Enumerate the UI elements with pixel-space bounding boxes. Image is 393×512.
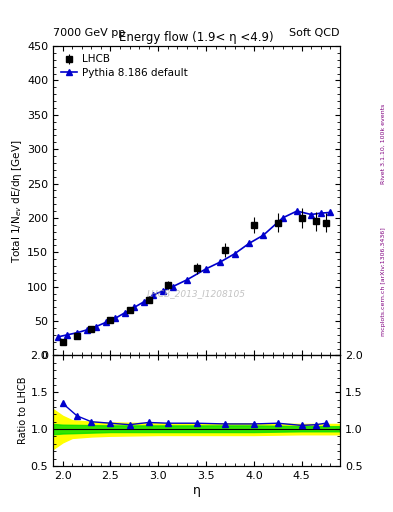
Pythia 8.186 default [84,327,89,333]
Pythia 8.186 default [123,310,127,316]
Text: 7000 GeV pp: 7000 GeV pp [53,28,125,38]
Pythia 8.186 default [295,208,299,214]
Pythia 8.186 default [65,332,70,338]
Pythia 8.186 default [170,284,175,290]
Pythia 8.186 default [318,210,323,216]
Legend: LHCB, Pythia 8.186 default: LHCB, Pythia 8.186 default [58,51,191,81]
Y-axis label: Ratio to LHCB: Ratio to LHCB [18,377,28,444]
Pythia 8.186 default [103,319,108,326]
Text: Rivet 3.1.10, 100k events: Rivet 3.1.10, 100k events [381,103,386,183]
Pythia 8.186 default [204,266,208,272]
Pythia 8.186 default [328,209,333,216]
Text: mcplots.cern.ch [arXiv:1306.3436]: mcplots.cern.ch [arXiv:1306.3436] [381,227,386,336]
Pythia 8.186 default [55,334,60,340]
Pythia 8.186 default [141,298,146,305]
Pythia 8.186 default [232,250,237,257]
Pythia 8.186 default [185,277,189,283]
Pythia 8.186 default [280,215,285,221]
X-axis label: η: η [193,483,200,497]
Line: Pythia 8.186 default: Pythia 8.186 default [55,208,334,340]
Pythia 8.186 default [309,211,314,218]
Pythia 8.186 default [132,304,137,310]
Pythia 8.186 default [151,292,156,298]
Pythia 8.186 default [94,324,99,330]
Pythia 8.186 default [75,330,79,336]
Y-axis label: Total 1/N$_{ev}$ dE/dη [GeV]: Total 1/N$_{ev}$ dE/dη [GeV] [10,139,24,263]
Pythia 8.186 default [113,315,118,322]
Pythia 8.186 default [218,259,223,265]
Pythia 8.186 default [161,288,165,294]
Text: Soft QCD: Soft QCD [290,28,340,38]
Pythia 8.186 default [247,240,252,246]
Pythia 8.186 default [261,232,266,238]
Title: Energy flow (1.9< η <4.9): Energy flow (1.9< η <4.9) [119,31,274,44]
Text: LHCB_2013_I1208105: LHCB_2013_I1208105 [147,289,246,298]
